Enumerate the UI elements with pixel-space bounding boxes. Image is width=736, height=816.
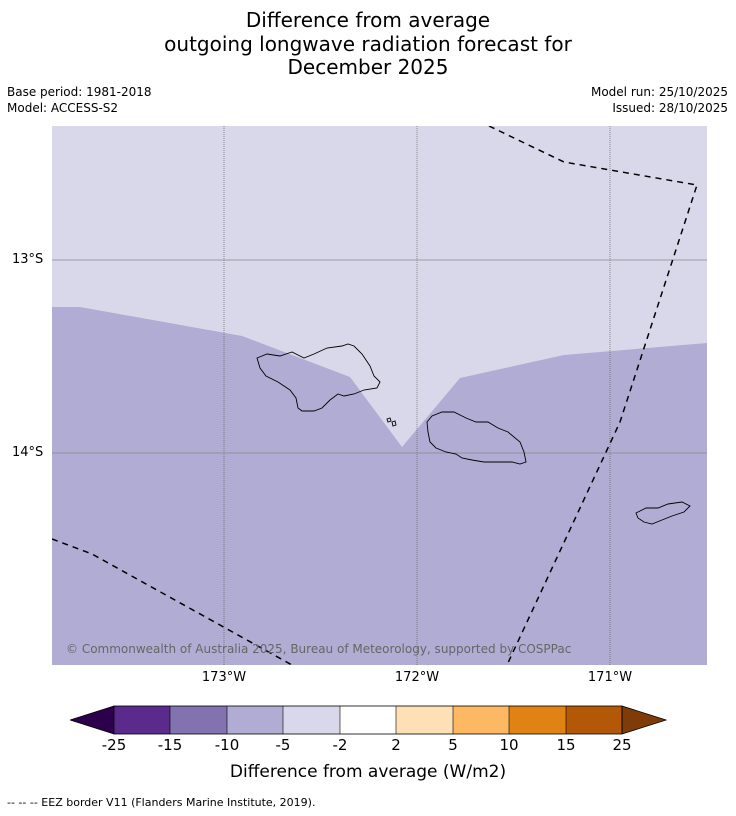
colorbar-segment-6 (396, 706, 453, 734)
copyright-text: © Commonwealth of Australia 2025, Bureau… (66, 642, 571, 656)
manua-island (635, 501, 691, 525)
colorbar-segment-7 (453, 706, 509, 734)
colorbar-segment-4 (283, 706, 340, 734)
title-line-2: outgoing longwave radiation forecast for (164, 32, 572, 56)
colorbar-outline (113, 705, 623, 735)
colorbar-label-0: -25 (101, 736, 127, 754)
issued-date: Issued: 28/10/2025 (612, 101, 728, 115)
colorbar-segment-9 (566, 706, 622, 734)
colorbar-high-arrow (621, 705, 668, 735)
colorbar-segment-3 (227, 706, 283, 734)
meta-left: Base period: 1981-2018 Model: ACCESS-S2 (7, 84, 152, 116)
colorbar-label-4: -2 (332, 736, 348, 754)
latitude-label-14s: 14°S (12, 445, 44, 460)
eez-border (52, 126, 698, 665)
longitude-label-172w: 172°W (394, 670, 440, 685)
title-line-1: Difference from average (245, 8, 491, 32)
colorbar-label-2: -10 (214, 736, 240, 754)
colorbar-segment-2 (170, 706, 227, 734)
colorbar-title: Difference from average (W/m2) (229, 762, 507, 782)
island-coastlines (256, 343, 691, 525)
lavender-region (52, 307, 707, 665)
model-name: Model: ACCESS-S2 (7, 101, 119, 115)
colorbar-segment-1 (114, 706, 170, 734)
colorbar-low-arrow (70, 705, 115, 735)
latitude-label-13s: 13°S (12, 252, 44, 267)
islet-2 (391, 420, 397, 427)
longitude-label-171w: 171°W (587, 670, 633, 685)
upolu-island (256, 343, 381, 412)
longitude-label-173w: 173°W (201, 670, 247, 685)
colorbar-label-8: 15 (556, 736, 576, 754)
title-line-3: December 2025 (287, 55, 449, 79)
eez-border-east (488, 126, 698, 665)
eez-border-southwest (52, 538, 293, 665)
eez-legend-note: -- -- -- EEZ border V11 (Flanders Marine… (7, 796, 316, 809)
tutuila-island (426, 411, 527, 465)
colorbar-label-6: 5 (448, 736, 458, 754)
colorbar-label-1: -15 (157, 736, 183, 754)
colorbar-label-3: -5 (275, 736, 291, 754)
colorbar-segment-8 (509, 706, 566, 734)
base-period: Base period: 1981-2018 (7, 85, 152, 99)
meta-right: Model run: 25/10/2025 Issued: 28/10/2025 (591, 84, 728, 116)
islet-1 (386, 417, 392, 423)
colorbar-label-9: 25 (612, 736, 632, 754)
colorbar-dividers (169, 706, 567, 734)
colorbar-label-5: 2 (391, 736, 401, 754)
colorbar (70, 705, 668, 735)
model-run: Model run: 25/10/2025 (590, 85, 728, 99)
forecast-map: © Commonwealth of Australia 2025, Bureau… (52, 126, 707, 665)
colorbar-label-7: 10 (499, 736, 519, 754)
latitude-gridlines (52, 259, 707, 454)
colorbar-segment-5 (340, 706, 396, 734)
